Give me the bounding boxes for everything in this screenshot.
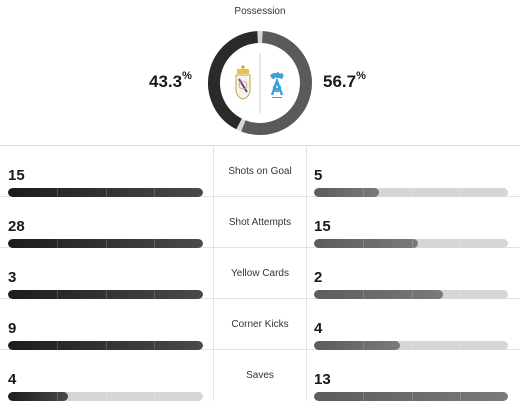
stat-home-bar-fill	[8, 290, 203, 299]
stat-home-bar	[8, 290, 203, 299]
bar-segment-tick	[411, 188, 413, 197]
stat-away-bar	[314, 392, 508, 401]
donut-home-arc	[208, 31, 259, 130]
stat-label: Corner Kicks	[213, 299, 307, 349]
stat-label: Yellow Cards	[213, 248, 307, 298]
bar-segment-tick	[154, 392, 156, 401]
bar-segment-tick	[362, 392, 364, 401]
bar-segment-tick	[362, 239, 364, 248]
bar-segment-tick	[362, 341, 364, 350]
bar-segment-tick	[460, 341, 462, 350]
bar-segment-tick	[56, 239, 58, 248]
bar-segment-tick	[362, 290, 364, 299]
bar-segment-tick	[105, 239, 107, 248]
stat-away-bar-fill	[314, 341, 462, 350]
possession-away-value: 56.7	[323, 72, 357, 91]
stat-home-bar-fill	[8, 392, 156, 401]
stat-away-bar	[314, 341, 508, 350]
stat-home-bar-fill	[8, 341, 203, 350]
bar-segment-tick	[411, 290, 413, 299]
bar-segment-tick	[154, 341, 156, 350]
stat-label: Shot Attempts	[213, 197, 307, 247]
percent-symbol: %	[356, 70, 366, 82]
bar-segment-tick	[411, 392, 413, 401]
bar-segment-tick	[460, 392, 462, 401]
possession-title: Possession	[234, 6, 286, 17]
stat-away-value: 2	[314, 269, 323, 286]
stat-home-value: 4	[8, 371, 17, 388]
bar-segment-tick	[460, 188, 462, 197]
stat-home-value: 28	[8, 218, 25, 235]
stat-home-bar	[8, 188, 203, 197]
stat-away-bar-fill	[314, 392, 508, 401]
bar-segment-tick	[362, 188, 364, 197]
bar-segment-tick	[105, 341, 107, 350]
bar-segment-tick	[56, 188, 58, 197]
stat-away-value: 13	[314, 371, 331, 388]
stats-table: 15 Shots on Goal 5 28 Shot Attempts 15 3 Yellow…	[0, 145, 520, 409]
stat-home-value: 15	[8, 167, 25, 184]
bar-segment-tick	[105, 290, 107, 299]
possession-home-value: 43.3	[149, 72, 183, 91]
bar-segment-tick	[460, 239, 462, 248]
stat-home-value: 3	[8, 269, 17, 286]
stat-away-value: 4	[314, 320, 323, 337]
donut-away-arc	[241, 31, 312, 135]
bar-segment-tick	[154, 188, 156, 197]
stat-row: 28 Shot Attempts 15	[0, 197, 520, 248]
bar-segment-tick	[56, 290, 58, 299]
stat-home-bar	[8, 239, 203, 248]
stat-home-bar	[8, 392, 203, 401]
real-madrid-crest-icon	[235, 65, 251, 100]
stat-away-value: 15	[314, 218, 331, 235]
possession-away-pct: 56.7%	[323, 70, 366, 92]
possession-home-pct: 43.3%	[149, 70, 192, 92]
bar-segment-tick	[460, 290, 462, 299]
bar-segment-tick	[56, 341, 58, 350]
bar-segment-tick	[105, 392, 107, 401]
stat-label: Shots on Goal	[213, 146, 307, 196]
stat-home-bar-fill	[8, 239, 203, 248]
stat-home-bar	[8, 341, 203, 350]
percent-symbol: %	[182, 70, 192, 82]
bar-segment-tick	[154, 290, 156, 299]
stat-away-bar	[314, 188, 508, 197]
stat-away-bar-fill	[314, 239, 462, 248]
bar-segment-tick	[154, 239, 156, 248]
bar-segment-tick	[411, 239, 413, 248]
stat-row: 4 Saves 13	[0, 350, 520, 401]
stat-away-bar	[314, 290, 508, 299]
bar-segment-tick	[411, 341, 413, 350]
bar-segment-tick	[56, 392, 58, 401]
stat-away-bar-fill	[314, 290, 462, 299]
stat-label: Saves	[213, 350, 307, 401]
stat-away-bar-fill	[314, 188, 462, 197]
olympique-marseille-crest-icon	[270, 72, 284, 98]
bar-segment-tick	[105, 188, 107, 197]
stat-row: 9 Corner Kicks 4	[0, 299, 520, 350]
stat-away-bar	[314, 239, 508, 248]
possession-donut	[208, 31, 312, 135]
stat-home-value: 9	[8, 320, 17, 337]
stat-away-value: 5	[314, 167, 323, 184]
stat-row: 15 Shots on Goal 5	[0, 146, 520, 197]
stat-row: 3 Yellow Cards 2	[0, 248, 520, 299]
stat-home-bar-fill	[8, 188, 203, 197]
